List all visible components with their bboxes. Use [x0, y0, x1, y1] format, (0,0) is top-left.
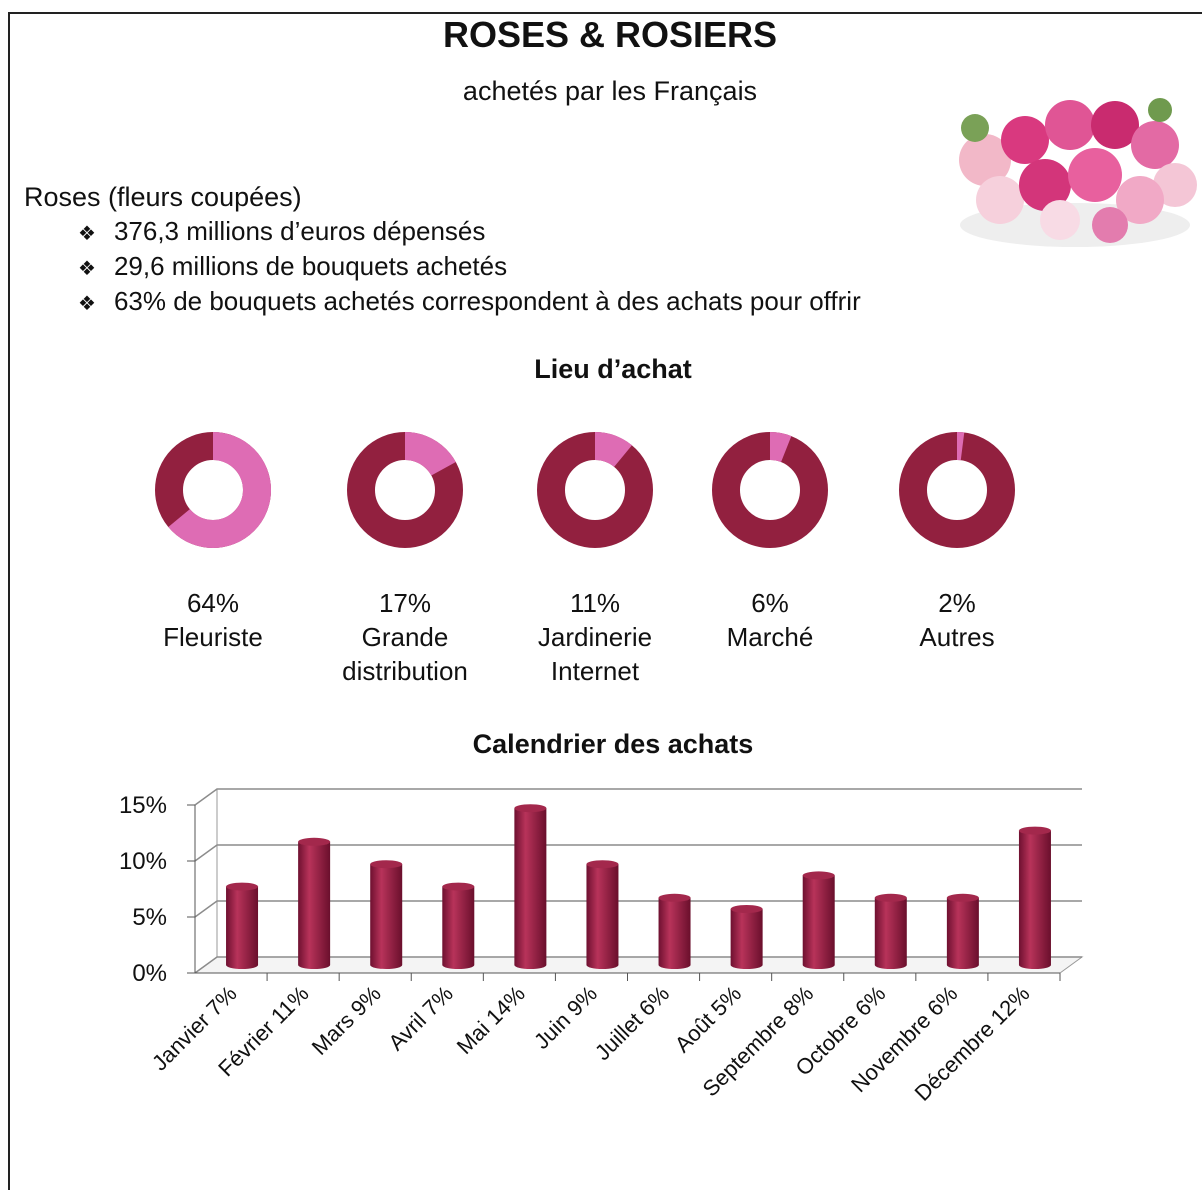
bullet-glyph: ❖ [78, 293, 96, 315]
bar-top [514, 804, 546, 812]
bar-top [370, 860, 402, 868]
bar-top [731, 905, 763, 913]
bar-top [659, 894, 691, 902]
bar-top [947, 894, 979, 902]
bar-top [586, 860, 618, 868]
x-tick-label: Mars 9% [307, 981, 386, 1060]
bullet-glyph: ❖ [78, 223, 96, 245]
bullet-text: 29,6 millions de bouquets achetés [114, 251, 507, 281]
bar [442, 887, 474, 969]
bullet-glyph: ❖ [78, 258, 96, 280]
bar-top [298, 838, 330, 846]
bullet-text: 376,3 millions d’euros dépensés [114, 216, 485, 246]
bar [659, 898, 691, 969]
donut-value-label: 17% [320, 586, 490, 620]
x-tick-label: Juin 9% [529, 981, 602, 1054]
bar [370, 864, 402, 969]
bar [731, 909, 763, 969]
donut-value-label: 2% [872, 586, 1042, 620]
y-tick-label: 10% [119, 848, 167, 875]
bullet-item: ❖ 29,6 millions de bouquets achetés [78, 251, 507, 282]
donut-value-label: 11% [510, 586, 680, 620]
y-tick-label: 5% [132, 904, 167, 931]
donut-category-label: Marché [685, 620, 855, 654]
grid-line [195, 789, 1082, 805]
bar [803, 875, 835, 969]
donut-category-label: Jardinerie Internet [510, 620, 680, 688]
x-tick-label: Juillet 6% [590, 981, 674, 1065]
roses-image [959, 98, 1197, 247]
bullet-item: ❖ 376,3 millions d’euros dépensés [78, 216, 485, 247]
bar [586, 864, 618, 969]
bar-top [803, 871, 835, 879]
donut-category-label: Fleuriste [128, 620, 298, 654]
donut-category-label: Autres [872, 620, 1042, 654]
y-tick-label: 15% [119, 792, 167, 819]
bar [947, 898, 979, 969]
bar-top [226, 883, 258, 891]
bar [1019, 831, 1051, 969]
bar [226, 887, 258, 969]
bar-top [1019, 827, 1051, 835]
x-tick-label: Mai 14% [452, 981, 530, 1059]
donut-category-label: Grande distribution [320, 620, 490, 688]
page: ROSES & ROSIERS achetés par les Français… [0, 0, 1202, 1190]
x-tick-label: Avril 7% [383, 981, 457, 1055]
donut-value-label: 6% [685, 586, 855, 620]
bar [298, 842, 330, 969]
bar-top [442, 883, 474, 891]
bullet-text: 63% de bouquets achetés correspondent à … [114, 286, 861, 316]
bullet-item: ❖ 63% de bouquets achetés correspondent à… [78, 286, 861, 317]
bar [875, 898, 907, 969]
bar [514, 808, 546, 969]
y-tick-label: 0% [132, 960, 167, 987]
bar-top [875, 894, 907, 902]
donut-value-label: 64% [128, 586, 298, 620]
